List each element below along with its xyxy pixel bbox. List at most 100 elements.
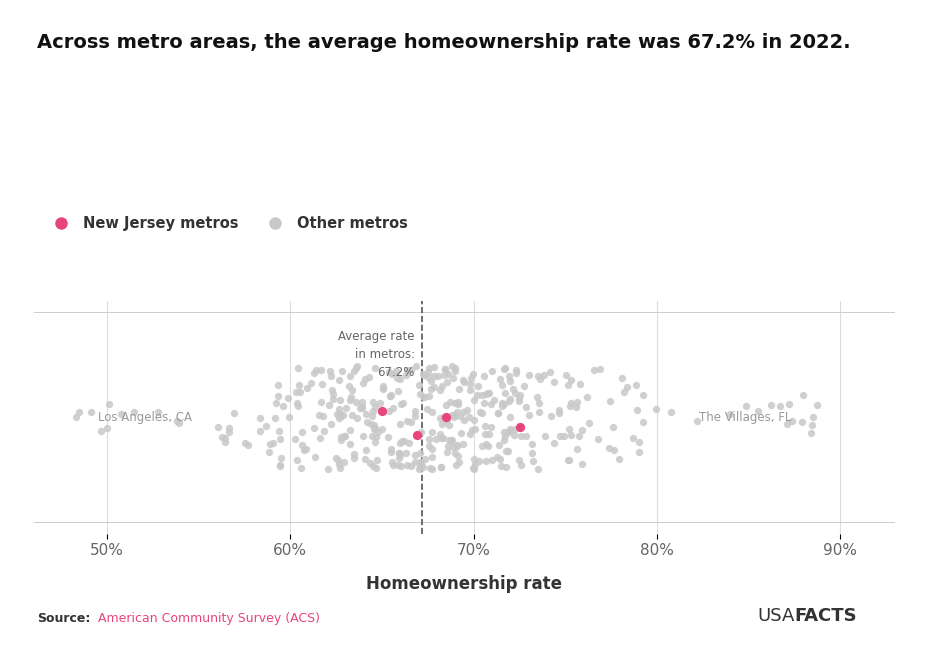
Point — [506, 430, 521, 440]
Point — [270, 379, 285, 390]
Point — [536, 431, 551, 442]
Point — [421, 441, 436, 451]
Point — [329, 453, 343, 463]
Point — [612, 453, 626, 464]
Text: Across metro areas, the average homeownership rate was 67.2% in 2022.: Across metro areas, the average homeowne… — [37, 33, 850, 52]
Point — [461, 412, 476, 422]
Point — [336, 410, 351, 420]
Point — [531, 398, 546, 408]
Point — [474, 389, 489, 400]
Point — [780, 399, 795, 409]
Point — [289, 398, 303, 408]
Point — [322, 366, 337, 376]
Point — [502, 394, 517, 405]
Point — [502, 426, 517, 436]
Point — [628, 379, 643, 390]
Point — [445, 435, 459, 446]
Point — [332, 408, 347, 419]
Point — [552, 431, 567, 442]
Point — [493, 454, 508, 465]
Point — [393, 374, 407, 385]
Point — [93, 425, 108, 436]
Point — [601, 443, 616, 453]
Point — [237, 438, 251, 448]
Point — [563, 430, 578, 440]
Point — [465, 463, 480, 473]
Point — [505, 383, 520, 394]
Point — [572, 379, 586, 389]
Point — [437, 364, 452, 374]
Point — [346, 366, 361, 377]
Point — [496, 435, 511, 446]
Point — [222, 427, 237, 438]
Point — [316, 426, 331, 436]
Point — [376, 383, 391, 394]
Point — [780, 418, 794, 429]
Point — [366, 406, 380, 416]
Point — [398, 447, 413, 458]
Point — [385, 403, 400, 414]
Point — [648, 404, 663, 414]
Point — [447, 363, 462, 373]
Point — [433, 433, 448, 444]
Point — [354, 430, 369, 441]
Point — [366, 397, 380, 407]
Point — [335, 366, 350, 376]
Point — [346, 449, 361, 460]
Text: Average rate
in metros:
67.2%: Average rate in metros: 67.2% — [338, 330, 415, 379]
Point — [293, 463, 308, 473]
Point — [342, 371, 357, 381]
Point — [455, 407, 470, 418]
Point — [421, 434, 436, 444]
Point — [323, 419, 338, 430]
Point — [214, 432, 229, 443]
Point — [750, 406, 765, 416]
Point — [581, 417, 596, 428]
Point — [404, 416, 419, 427]
Point — [424, 407, 439, 417]
Point — [480, 441, 495, 451]
Point — [385, 459, 400, 470]
Point — [449, 441, 464, 451]
Point — [367, 363, 382, 373]
Point — [493, 461, 508, 471]
Point — [417, 454, 432, 465]
Point — [393, 399, 407, 409]
Point — [568, 402, 583, 412]
Point — [252, 426, 267, 436]
Point — [560, 379, 574, 390]
Point — [324, 385, 339, 395]
Point — [399, 416, 414, 426]
Point — [523, 447, 538, 458]
Point — [290, 455, 304, 465]
Point — [625, 432, 640, 443]
Point — [635, 417, 650, 428]
Point — [416, 369, 431, 380]
Point — [524, 439, 539, 449]
Point — [516, 380, 531, 391]
Point — [323, 370, 338, 381]
Point — [388, 366, 403, 377]
Point — [329, 409, 344, 420]
Point — [465, 368, 480, 379]
Point — [438, 412, 453, 422]
Text: USA: USA — [756, 607, 793, 625]
Text: The Villages, FL: The Villages, FL — [698, 410, 790, 424]
Point — [502, 411, 517, 422]
Point — [490, 408, 505, 418]
Point — [221, 423, 236, 434]
Point — [462, 385, 477, 395]
Point — [483, 398, 497, 408]
Point — [480, 387, 495, 398]
Point — [543, 410, 558, 421]
Point — [512, 459, 527, 470]
Point — [372, 398, 387, 408]
Point — [478, 389, 493, 399]
Point — [262, 447, 277, 457]
Point — [313, 432, 328, 443]
Point — [150, 407, 165, 418]
Point — [329, 455, 344, 466]
Point — [491, 440, 506, 450]
Point — [804, 419, 818, 430]
Point — [69, 412, 84, 422]
